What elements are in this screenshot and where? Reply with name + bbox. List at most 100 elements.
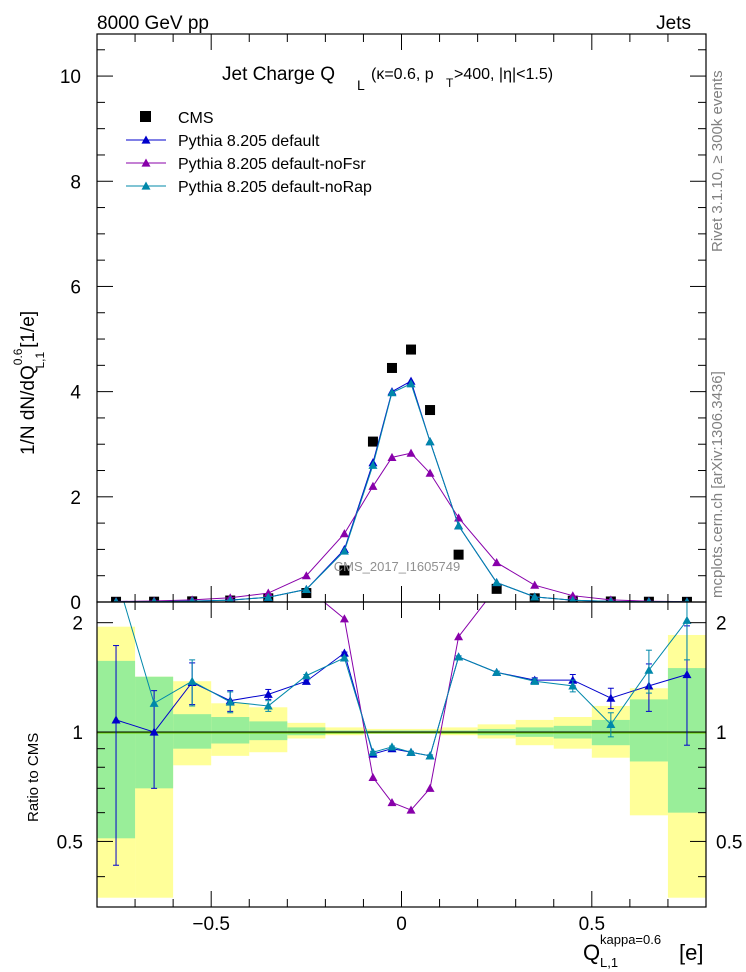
data-point-triangle (339, 546, 349, 555)
ratio-point (406, 805, 416, 814)
ratio-series-line (115, 652, 688, 757)
ratio-point (301, 676, 311, 685)
ratio-point (425, 751, 435, 760)
ratio-point (644, 665, 654, 674)
ratio-point (112, 571, 121, 579)
ratio-point (387, 797, 397, 807)
legend-entry-0: CMS (140, 110, 214, 127)
x-tick-label: 0 (396, 914, 407, 935)
x-tick-label: 0.5 (579, 914, 605, 935)
ratio-point (368, 772, 378, 782)
legend-entry-2: Pythia 8.205 default-noFsr (126, 156, 366, 173)
data-point-square (386, 362, 397, 373)
data-point-triangle (301, 584, 311, 593)
data-point-square (425, 405, 436, 416)
ratio-y-tick-label: 0.5 (57, 832, 83, 853)
data-point-triangle (492, 558, 502, 567)
legend-marker-square (140, 111, 151, 122)
xlabel-sup: kappa=0.6 (600, 932, 661, 947)
ratio-point (387, 742, 397, 751)
title-cond-a: (κ=0.6, p (371, 66, 434, 83)
data-point-triangle (226, 595, 234, 602)
title-cond-sub: T (446, 76, 454, 90)
ratio-point (339, 653, 349, 662)
data-point-triangle (368, 481, 378, 490)
ratio-point (188, 583, 197, 591)
data-point-triangle (684, 597, 690, 602)
title-cond-b: >400, |η|<1.5) (454, 66, 553, 83)
ratio-series-line (123, 602, 688, 757)
ratio-point (606, 693, 616, 702)
data-point-square (453, 549, 464, 560)
uncertainty-band-inner (287, 727, 326, 736)
data-point-square (491, 583, 502, 594)
data-point-square (406, 344, 417, 355)
ratio-series-line (323, 602, 487, 811)
ratio-y-tick-label: 2 (72, 614, 83, 635)
data-point-triangle (530, 580, 540, 589)
ratio-series-1 (188, 583, 653, 814)
ratio-point (682, 615, 692, 624)
ratio-point (644, 583, 653, 591)
data-point-triangle (263, 588, 273, 597)
legend-entry-3: Pythia 8.205 default-noRap (126, 179, 372, 196)
ratio-point (568, 681, 578, 690)
ylabel-sup: 0.6 (11, 348, 25, 365)
svg-text:1/N dN/dQ0.6L,1[1/e]: 1/N dN/dQ0.6 L,1 [1/e] (11, 311, 47, 455)
x-tick-label: −0.5 (192, 914, 230, 935)
data-point-triangle (263, 592, 273, 601)
data-point-square (367, 436, 378, 447)
xlabel-sub: L,1 (600, 955, 618, 970)
data-point-triangle (425, 437, 435, 446)
y-tick-label: 4 (70, 383, 81, 404)
ratio-series-2 (112, 571, 692, 760)
legend-label: Pythia 8.205 default (178, 133, 320, 150)
analysis-watermark: CMS_2017_I1605749 (334, 559, 461, 574)
ratio-point (149, 727, 159, 736)
ratio-point (530, 676, 540, 685)
legend-marker-triangle (141, 181, 151, 190)
data-point-triangle (608, 596, 614, 602)
legend: CMS Pythia 8.205 default Pythia 8.205 defa… (126, 110, 372, 196)
y-tick-label: 6 (70, 277, 81, 298)
ratio-point (492, 667, 502, 676)
legend-marker-triangle (141, 158, 151, 167)
side-rivet-label: Rivet 3.1.10, ≥ 300k events (709, 70, 726, 252)
data-point-triangle (569, 595, 577, 602)
data-point-triangle (301, 571, 311, 580)
ratio-point (568, 583, 577, 591)
ratio-y-tick-label-right: 1 (716, 723, 727, 744)
data-point-square (339, 565, 350, 576)
ratio-y-tick-label: 1 (72, 723, 83, 744)
ylabel-unit: [1/e] (18, 311, 39, 348)
x-axis-label: Q kappa=0.6 L,1 [e] (583, 932, 703, 970)
legend-label: Pythia 8.205 default-noRap (178, 179, 372, 196)
data-point-square (301, 588, 312, 599)
y-tick-label: 0 (70, 593, 81, 614)
data-point-triangle (425, 468, 435, 477)
data-point-triangle (387, 388, 397, 397)
ratio-point (339, 648, 349, 657)
main-y-axis-label: 1/N dN/dQ0.6 L,1 [1/e] (11, 311, 47, 455)
header-energy-label: 8000 GeV pp (97, 13, 209, 34)
main-series-3 (113, 379, 690, 602)
data-point-triangle (387, 452, 397, 461)
ratio-point (454, 652, 464, 661)
data-point-triangle (368, 460, 378, 469)
ratio-point (454, 632, 464, 641)
uncertainty-band-inner (211, 717, 250, 744)
legend-label: Pythia 8.205 default-noFsr (178, 156, 366, 173)
ratio-point (263, 701, 273, 710)
data-point-triangle (568, 591, 578, 600)
legend-entry-1: Pythia 8.205 default (126, 133, 320, 150)
data-point-triangle (492, 578, 502, 587)
ratio-point (682, 670, 692, 679)
y-tick-label: 2 (70, 488, 81, 509)
ratio-point (149, 698, 159, 707)
ratio-point (425, 783, 435, 792)
ratio-point (368, 747, 378, 756)
uncertainty-band-inner (249, 721, 288, 741)
y-tick-label: 8 (70, 172, 81, 193)
